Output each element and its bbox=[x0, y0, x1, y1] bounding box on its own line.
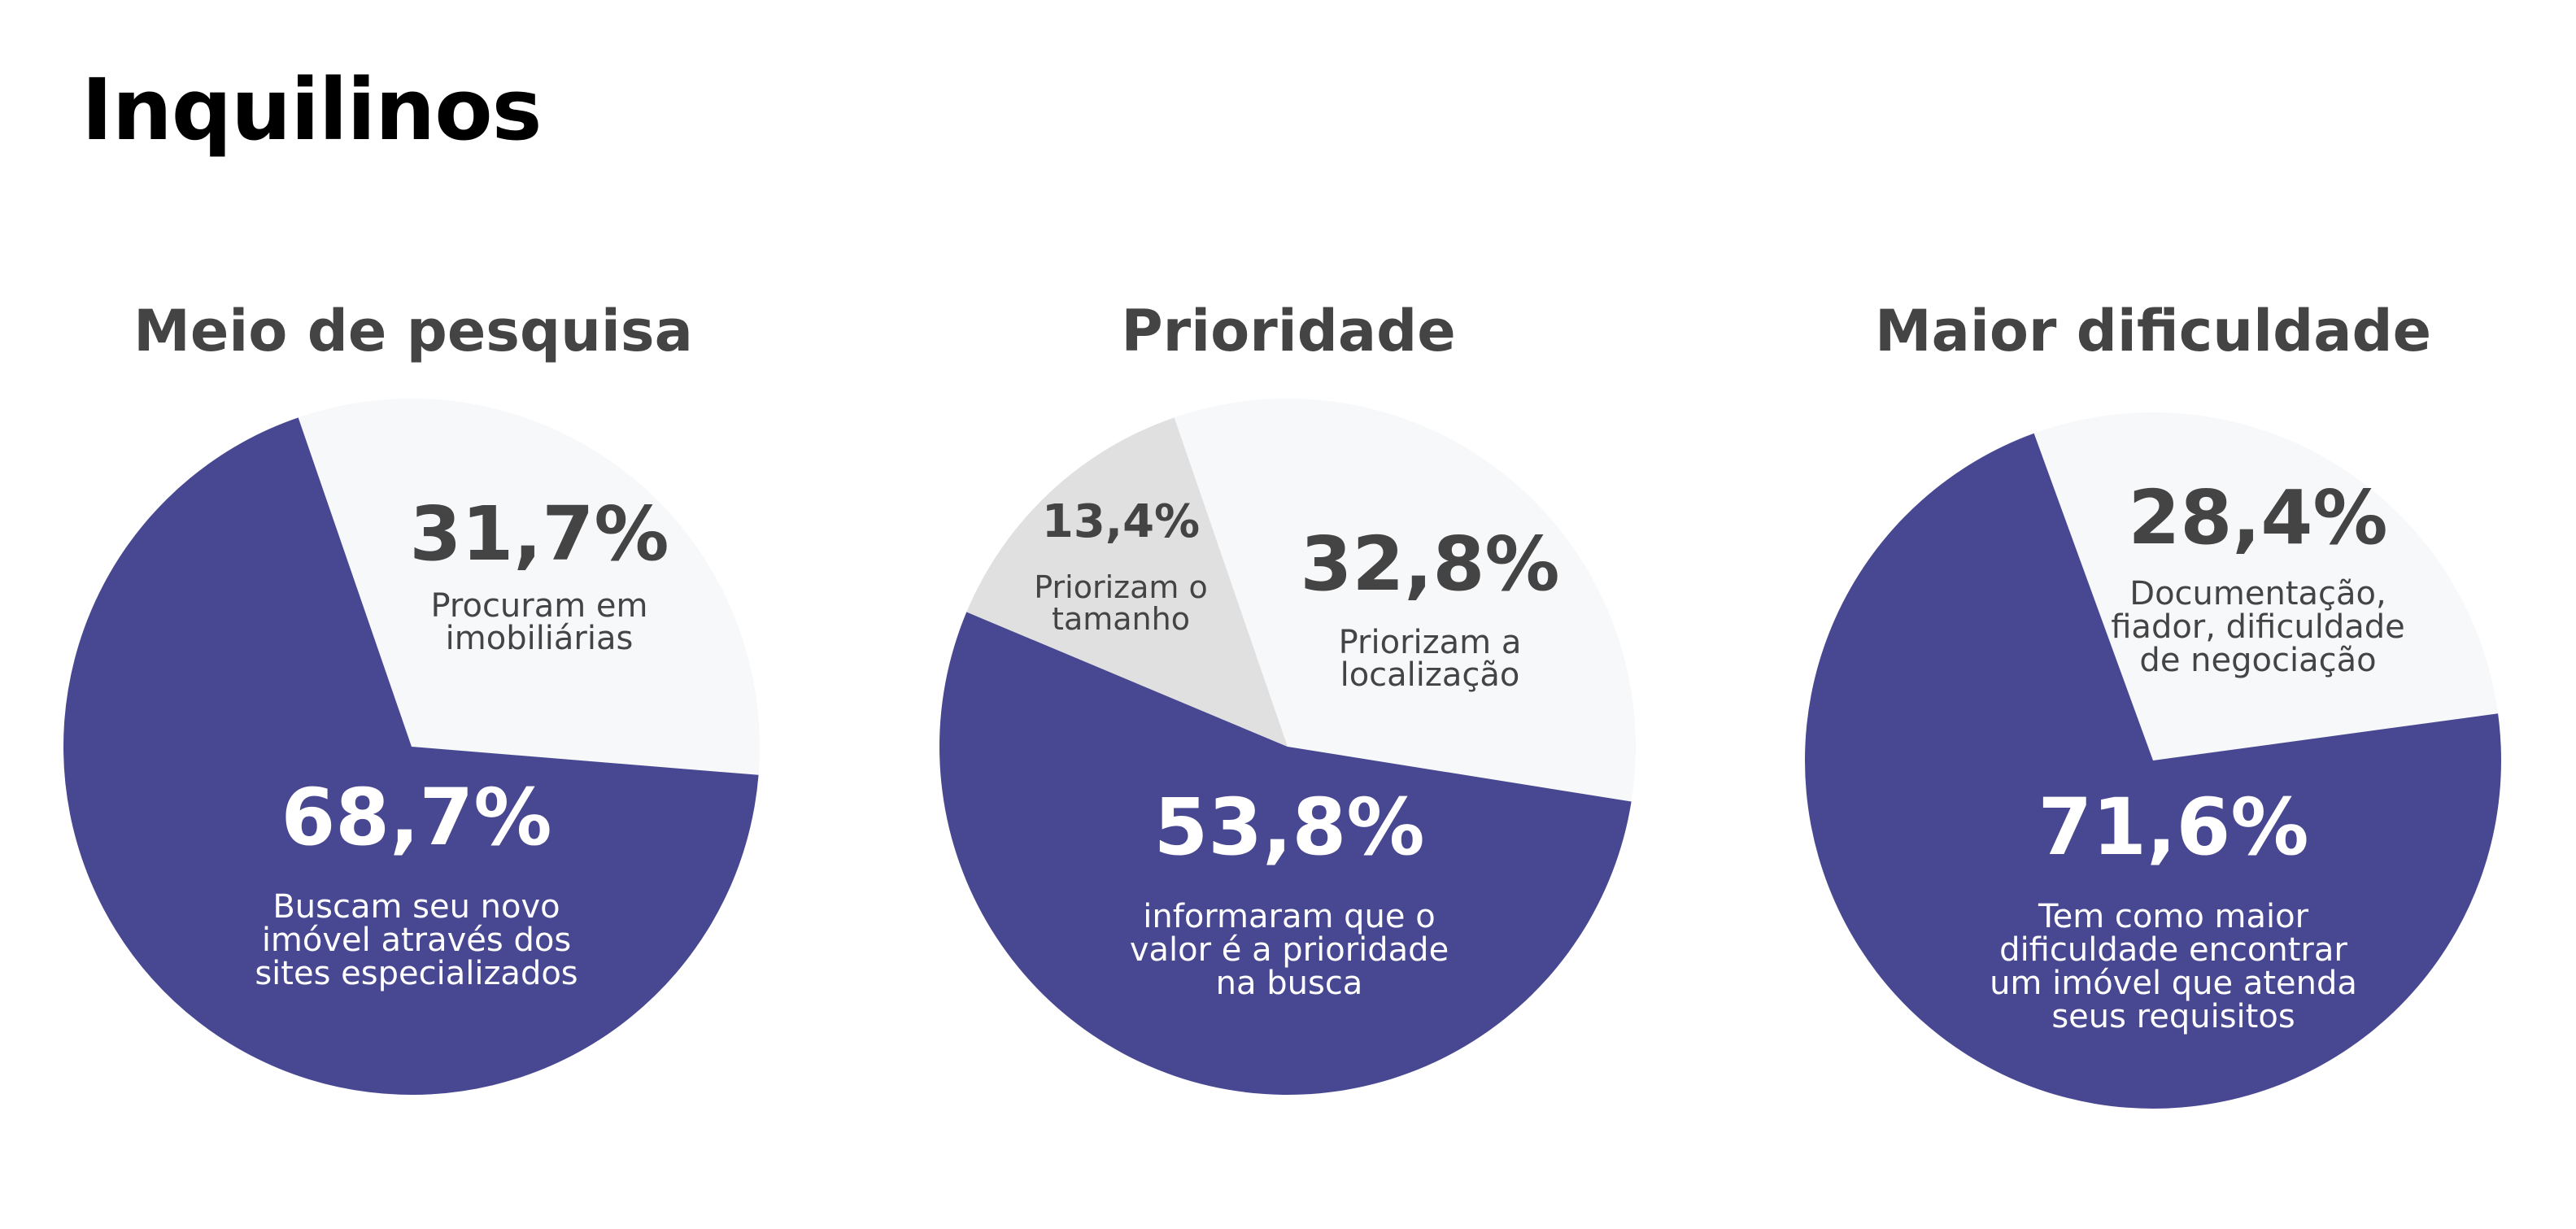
slice-description-line: fiador, dificuldade bbox=[2111, 608, 2405, 646]
slice-description-line: de negociação bbox=[2139, 642, 2376, 679]
slice-percentage-label: 68,7% bbox=[281, 772, 551, 863]
pie-slice-2 bbox=[939, 612, 1632, 1096]
slice-description-line: imobiliárias bbox=[446, 620, 634, 657]
slice-percentage-label: 32,8% bbox=[1300, 521, 1559, 608]
slice-description-line: sites especializados bbox=[255, 955, 578, 992]
pie-slice-2 bbox=[63, 417, 759, 1096]
slice-percentage-label: 13,4% bbox=[1042, 495, 1200, 548]
slice-description-line: Buscam seu novo bbox=[272, 888, 560, 926]
pie-slice-3 bbox=[966, 417, 1288, 747]
slice-description-line: Documentação, bbox=[2129, 575, 2386, 612]
pie-slice-1 bbox=[298, 399, 760, 775]
slice-description-line: um imóvel que atenda bbox=[1990, 965, 2357, 1002]
slice-description-line: Priorizam a bbox=[1339, 624, 1522, 661]
slice-description-line: na busca bbox=[1216, 965, 1363, 1002]
slice-percentage-label: 31,7% bbox=[409, 490, 669, 577]
slice-description-line: Tem como maior bbox=[2038, 898, 2309, 935]
pie-chart-maior-dificuldade: 28,4% Documentação,fiador, dificuldadede … bbox=[1804, 412, 2501, 1109]
slice-description-line: valor é a prioridade bbox=[1130, 931, 1449, 969]
pie-slice-1 bbox=[2033, 412, 2499, 760]
slice-description-line: localização bbox=[1340, 656, 1520, 694]
slice-description-line: Priorizam o bbox=[1034, 569, 1207, 605]
chart-title-prioridade: Prioridade bbox=[1121, 298, 1456, 364]
slice-description-line: seus requisitos bbox=[2051, 998, 2295, 1035]
pie-slice-1 bbox=[1174, 399, 1637, 802]
slice-percentage-label: 28,4% bbox=[2128, 474, 2387, 561]
page-title: Inquilinos bbox=[81, 60, 543, 159]
slice-percentage-label: 53,8% bbox=[1153, 782, 1424, 873]
slice-description-line: imóvel através dos bbox=[262, 922, 571, 959]
slice-description-line: Procuram em bbox=[430, 587, 647, 625]
slice-description-line: dificuldade encontrar bbox=[1999, 931, 2347, 969]
slice-percentage-label: 71,6% bbox=[2038, 782, 2308, 873]
chart-title-maior-dificuldade: Maior dificuldade bbox=[1874, 298, 2432, 364]
slice-description-line: informaram que o bbox=[1143, 898, 1435, 935]
chart-title-meio-de-pesquisa: Meio de pesquisa bbox=[133, 298, 693, 364]
slice-description-line: tamanho bbox=[1052, 601, 1190, 637]
pie-slice-2 bbox=[1804, 433, 2501, 1109]
